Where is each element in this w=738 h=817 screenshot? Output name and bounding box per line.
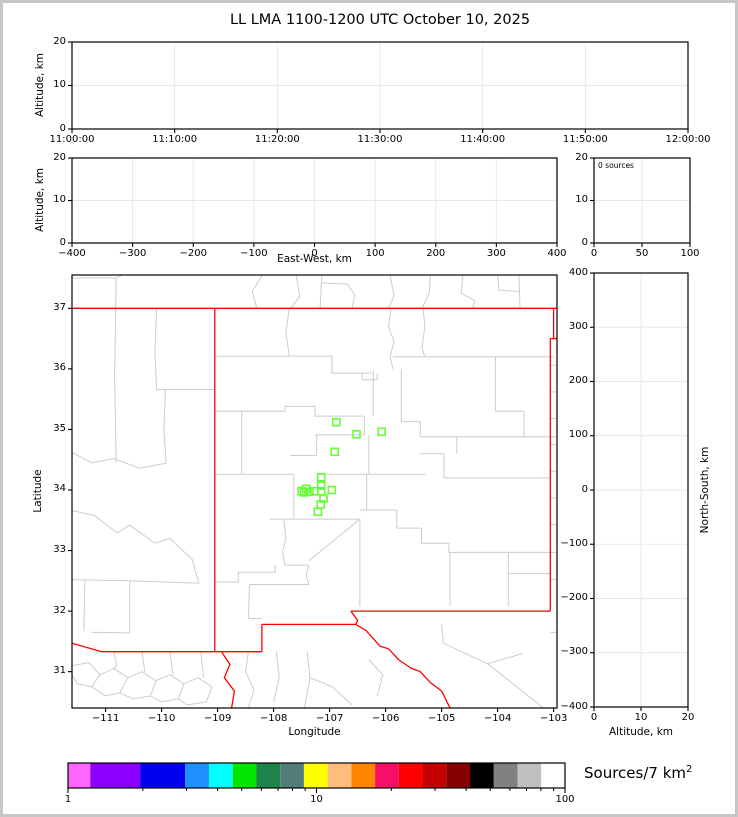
time-axis-tick-label: 11:30:00 xyxy=(357,134,403,145)
time-axis-tick-label: 11:00:00 xyxy=(49,134,95,145)
longitude-tick-label: −107 xyxy=(315,713,344,724)
map-area xyxy=(72,275,557,708)
latitude-tick-label: 37 xyxy=(53,301,66,313)
altitude-axis-tick-label: 0 xyxy=(59,122,66,134)
latitude-tick-label: 35 xyxy=(53,422,66,434)
longitude-tick-label: −105 xyxy=(427,713,456,724)
longitude-tick-label: −103 xyxy=(539,713,568,724)
histogram-altitude-tick-label: 0 xyxy=(581,236,588,248)
longitude-tick-label: −111 xyxy=(91,713,120,724)
ew-panel-xlabel: East-West, km xyxy=(277,253,352,265)
longitude-tick-label: −104 xyxy=(483,713,512,724)
ns-altitude-tick-label: 20 xyxy=(681,712,695,723)
time-axis-tick-label: 11:10:00 xyxy=(152,134,198,145)
lightning-source-markers xyxy=(297,417,387,517)
colorbar-tick-label: 1 xyxy=(64,794,72,805)
time-axis-tick-label: 11:40:00 xyxy=(460,134,506,145)
colorbar-tick-label: 10 xyxy=(310,794,323,805)
east-west-axis-tick-label: −100 xyxy=(240,248,268,259)
histogram-altitude-tick-label: 20 xyxy=(575,151,588,163)
east-west-axis-tick-label: 300 xyxy=(486,248,506,259)
north-south-tick-label: 0 xyxy=(581,483,588,495)
north-south-tick-label: 300 xyxy=(568,320,588,332)
east-west-axis-tick-label: −300 xyxy=(118,248,147,259)
latitude-tick-label: 36 xyxy=(53,362,66,374)
histogram-annotation: 0 sources xyxy=(598,161,634,170)
colorbar-swatches xyxy=(68,763,565,788)
altitude-axis-tick-label: 0 xyxy=(59,236,66,248)
east-west-axis-tick-label: 0 xyxy=(311,248,318,259)
east-west-axis-tick-label: −400 xyxy=(58,248,86,259)
longitude-tick-label: −110 xyxy=(147,713,176,724)
colorbar-label-sup: 2 xyxy=(686,764,693,775)
east-west-axis-tick-label: 100 xyxy=(365,248,385,259)
source-count-axis-tick-label: 50 xyxy=(635,248,649,259)
ns-altitude-tick-label: 0 xyxy=(590,712,598,723)
altitude-axis-tick-label: 20 xyxy=(53,35,66,47)
east-west-axis-tick-label: −200 xyxy=(179,248,207,259)
north-south-tick-label: 400 xyxy=(568,266,588,278)
altitude-axis-tick-label: 20 xyxy=(53,151,66,163)
colorbar-label: Sources/7 km2 xyxy=(584,764,692,782)
map-xlabel: Longitude xyxy=(288,726,341,738)
north-south-tick-label: −300 xyxy=(560,646,588,658)
east-west-axis-tick-label: 200 xyxy=(426,248,446,259)
colorbar-tick-label: 100 xyxy=(555,794,575,805)
figure-title: LL LMA 1100-1200 UTC October 10, 2025 xyxy=(229,12,531,28)
latitude-tick-label: 32 xyxy=(53,604,66,616)
ns-panel-ylabel: North-South, km xyxy=(699,446,711,534)
latitude-tick-label: 34 xyxy=(53,483,66,495)
north-south-tick-label: −100 xyxy=(560,537,588,549)
time-axis-tick-label: 12:00:00 xyxy=(665,134,711,145)
ns-altitude-tick-label: 10 xyxy=(634,712,648,723)
altitude-axis-tick-label: 10 xyxy=(53,194,66,205)
longitude-tick-label: −108 xyxy=(259,713,288,724)
north-south-tick-label: −400 xyxy=(560,700,588,712)
longitude-tick-label: −106 xyxy=(371,713,400,724)
altitude-axis-tick-label: 10 xyxy=(53,79,66,90)
source-count-axis-tick-label: 0 xyxy=(590,248,598,259)
ns-panel-xlabel: Altitude, km xyxy=(608,726,673,738)
north-south-tick-label: 100 xyxy=(568,429,588,441)
east-west-axis-tick-label: 400 xyxy=(547,248,567,259)
histogram-altitude-tick-label: 10 xyxy=(575,194,588,205)
time-axis-tick-label: 11:20:00 xyxy=(254,134,300,145)
source-count-axis-tick-label: 100 xyxy=(680,248,700,259)
time-axis-tick-label: 11:50:00 xyxy=(562,134,608,145)
latitude-tick-label: 33 xyxy=(53,544,66,556)
longitude-tick-label: −109 xyxy=(203,713,232,724)
north-south-tick-label: 200 xyxy=(568,375,588,386)
colorbar-label-text: Sources/7 km xyxy=(584,764,686,782)
north-south-tick-label: −200 xyxy=(560,592,588,603)
latitude-tick-label: 31 xyxy=(53,665,66,677)
